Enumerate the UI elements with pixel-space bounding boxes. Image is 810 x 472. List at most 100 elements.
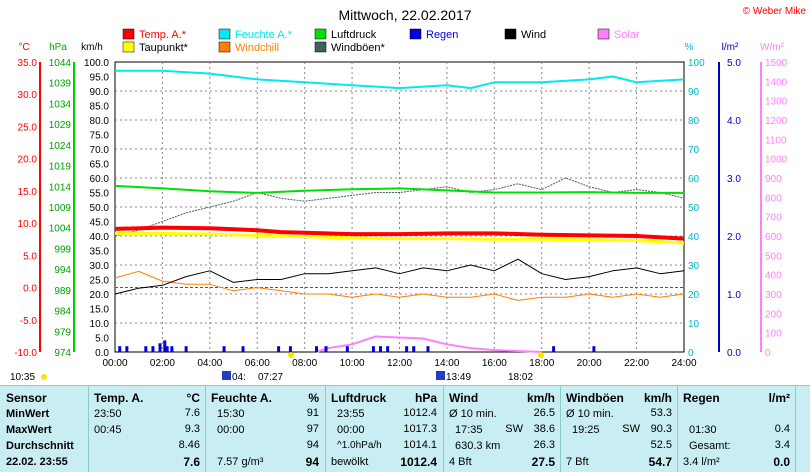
rain-bar-11 [277,346,281,352]
rain-bar-3 [151,346,155,352]
sunrise-marker [288,352,294,358]
wind-tick-17: 15.0 [90,305,110,316]
press-tick-1: 1039 [49,79,72,90]
gust-unit: km/h [643,391,672,405]
sunset-marker [538,352,544,358]
solar-tick-13: 200 [765,309,782,320]
wind-tick-4: 80.0 [90,116,110,127]
press-tick-8: 1004 [49,224,72,235]
weather-chart: Mittwoch, 22.02.2017 © Weber Mike Temp. A.… [10,6,807,383]
wind-tick-12: 40.0 [90,232,110,243]
hum-tick-9: 10 [688,319,700,330]
wind-avg-value: 26.3 [533,439,555,451]
hum-tick-10: 0 [688,348,694,359]
solar-tick-11: 400 [765,271,782,282]
gust-min-label: Ø 10 min. [566,408,614,420]
rain-bar-14 [324,346,328,352]
rain-tick-0: 5.0 [727,58,741,69]
wind-unit: km/h [526,391,555,405]
press-tick-4: 1024 [49,141,72,152]
hum-tick-0: 100 [688,58,705,69]
hum-now-value: 94 [305,455,319,469]
hum-min-time: 15:30 [217,408,245,420]
hum-tick-4: 60 [688,174,700,185]
wind-bft: 4 Bft [449,456,472,468]
rain-tick-1: 4.0 [727,116,741,127]
press-tick-3: 1029 [49,120,72,131]
wind-tick-0: 100.0 [84,58,109,69]
legend-swatch-1 [218,28,231,40]
hum-tick-5: 50 [688,203,700,214]
series-solar [316,335,542,353]
x-tick-9: 18:00 [529,358,554,369]
x-tick-7: 14:00 [434,358,459,369]
wind-now-value: 27.5 [531,455,555,469]
rain-bar-18 [386,346,390,352]
temp-avg-value: 8.46 [178,439,200,451]
temp-tick-4: 15.0 [18,187,38,198]
rain-bar-9 [222,346,226,352]
rain-bar-5 [163,340,167,352]
sun-icon-left [41,374,47,380]
rain-bar-8 [184,346,188,352]
rain-bar-6 [165,346,169,352]
temp-header: Temp. A. [94,391,144,405]
moon-set-time: 13:49 [446,372,471,383]
wind-max-dir: SW [505,423,523,435]
solar-tick-15: 0 [765,348,771,359]
stats-min-label: MinWert [6,408,50,420]
rain-tick-3: 2.0 [727,232,741,243]
copyright-text: © Weber Mike [743,6,807,17]
press-tick-12: 984 [54,307,71,318]
rain-bar-13 [315,346,319,352]
press-header: Luftdruck [331,391,387,405]
press-min-time: 23:55 [337,408,365,420]
legend-label-5: Solar [614,29,640,41]
gust-bft: 7 Bft [566,456,589,468]
wind-tick-19: 5.0 [95,334,109,345]
x-tick-3: 06:00 [245,358,270,369]
axis-unit-hum: % [685,42,694,53]
x-tick-2: 04:00 [197,358,222,369]
rain-tick-4: 1.0 [727,290,741,301]
chart-title: Mittwoch, 22.02.2017 [338,7,471,23]
temp-max-time: 00:45 [94,424,122,436]
hum-avg-value: 94 [306,439,319,451]
solar-tick-3: 1200 [765,116,788,127]
press-min-value: 1012.4 [403,407,437,419]
legend-label-3: Regen [426,29,458,41]
temp-max-value: 9.3 [184,423,200,435]
press-avg-value: 1014.1 [403,439,437,451]
legend-swatch-5 [597,28,610,40]
wind-tick-6: 70.0 [90,145,110,156]
wind-tick-20: 0.0 [95,348,109,359]
axis-unit-wind: km/h [81,42,103,53]
wind-tick-16: 20.0 [90,290,110,301]
wind-tick-15: 25.0 [90,276,110,287]
wind-tick-18: 10.0 [90,319,110,330]
rain-total-label: Gesamt: [689,440,731,452]
wind-tick-8: 60.0 [90,174,110,185]
axis-unit-press: hPa [49,42,67,53]
temp-tick-2: 25.0 [18,122,38,133]
legend-swatch-2 [314,28,327,40]
series-windben [114,177,685,237]
rain-unit: l/m² [768,391,790,405]
solar-tick-2: 1300 [765,97,788,108]
legend-label-4: Wind [521,29,546,41]
temp-min-time: 23:50 [94,408,122,420]
axis-unit-temp: °C [18,42,29,53]
moon-set-icon [436,371,445,380]
hum-tick-7: 30 [688,261,700,272]
rain-bar-19 [405,346,409,352]
rain-bar-21 [426,346,430,352]
rain-bar-16 [371,346,375,352]
solar-tick-12: 300 [765,290,782,301]
rain-tick-2: 3.0 [727,174,741,185]
x-tick-11: 22:00 [624,358,649,369]
rain-header: Regen [683,391,720,405]
hum-max-time: 00:00 [217,424,245,436]
series-luftdruck [114,184,684,194]
wind-min-label: Ø 10 min. [449,408,497,420]
stats-sensor-label: Sensor [6,391,47,405]
